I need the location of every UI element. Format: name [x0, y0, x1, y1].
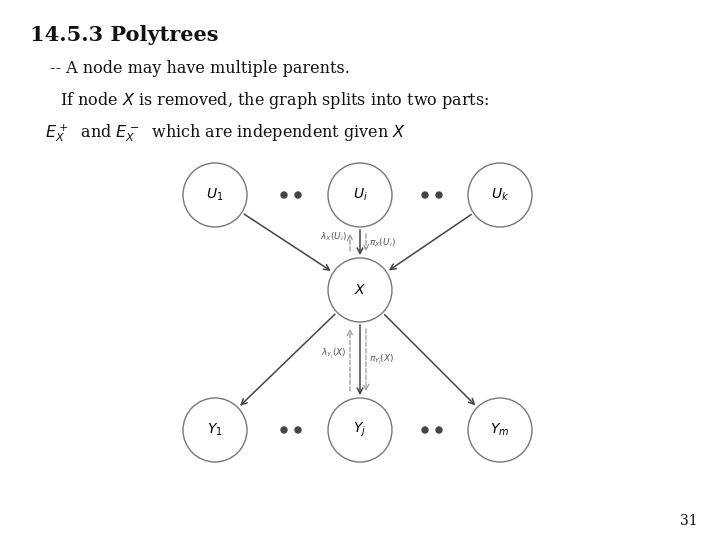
- Text: $\pi_X(U_i)$: $\pi_X(U_i)$: [369, 237, 396, 249]
- Circle shape: [281, 427, 287, 433]
- Text: $U_k$: $U_k$: [491, 187, 509, 203]
- Circle shape: [468, 398, 532, 462]
- Circle shape: [468, 163, 532, 227]
- Text: $\lambda_X(U_i)$: $\lambda_X(U_i)$: [320, 230, 347, 243]
- Circle shape: [183, 398, 247, 462]
- Text: 14.5.3 Polytrees: 14.5.3 Polytrees: [30, 25, 218, 45]
- Circle shape: [281, 192, 287, 198]
- Text: $Y_j$: $Y_j$: [354, 421, 366, 439]
- Text: 31: 31: [680, 514, 698, 528]
- Circle shape: [422, 427, 428, 433]
- Text: $\pi_{Y_j}(X)$: $\pi_{Y_j}(X)$: [369, 353, 395, 367]
- Circle shape: [328, 163, 392, 227]
- Text: $E_X^+$  and $E_X^-$  which are independent given $X$: $E_X^+$ and $E_X^-$ which are independen…: [45, 122, 406, 144]
- Circle shape: [328, 258, 392, 322]
- Text: If node $X$ is removed, the graph splits into two parts:: If node $X$ is removed, the graph splits…: [60, 90, 490, 111]
- Text: -- A node may have multiple parents.: -- A node may have multiple parents.: [50, 60, 350, 77]
- Text: $\lambda_{Y_j}(X)$: $\lambda_{Y_j}(X)$: [321, 347, 347, 361]
- Circle shape: [422, 192, 428, 198]
- Text: $U_i$: $U_i$: [353, 187, 367, 203]
- Circle shape: [295, 192, 301, 198]
- Circle shape: [328, 398, 392, 462]
- Text: $Y_1$: $Y_1$: [207, 422, 223, 438]
- Text: $X$: $X$: [354, 283, 366, 297]
- Text: $Y_m$: $Y_m$: [490, 422, 510, 438]
- Circle shape: [436, 192, 442, 198]
- Circle shape: [295, 427, 301, 433]
- Circle shape: [183, 163, 247, 227]
- Text: $U_1$: $U_1$: [207, 187, 224, 203]
- Circle shape: [436, 427, 442, 433]
